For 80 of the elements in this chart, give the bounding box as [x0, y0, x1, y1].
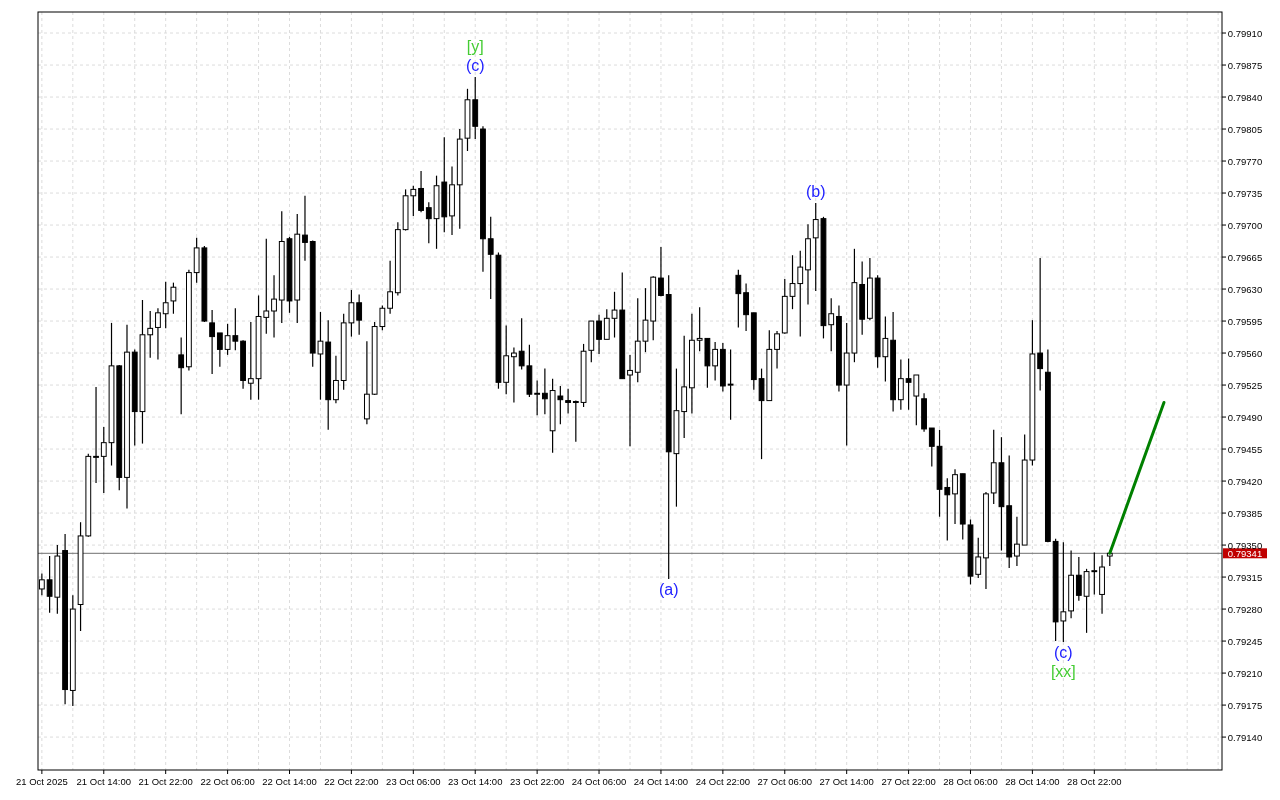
- x-tick-label: 28 Oct 22:00: [1067, 776, 1122, 787]
- annotation: (c): [1054, 643, 1073, 661]
- candlestick: [1014, 516, 1020, 567]
- y-tick-label: 0.79210: [1227, 667, 1263, 679]
- x-tick-label: 27 Oct 14:00: [819, 776, 874, 787]
- y-tick-label: 0.79700: [1227, 219, 1263, 231]
- x-tick-label: 21 Oct 22:00: [138, 776, 193, 787]
- y-tick-label: 0.79140: [1227, 731, 1263, 743]
- x-tick-label: 24 Oct 06:00: [571, 776, 627, 787]
- candlestick: [727, 348, 734, 421]
- candlestick: [952, 468, 958, 525]
- y-tick-label: 0.79175: [1227, 699, 1263, 711]
- candlestick: [302, 195, 308, 262]
- candlestick: [596, 314, 602, 355]
- candlestick: [170, 282, 177, 315]
- candlestick: [774, 330, 780, 370]
- candlestick: [541, 368, 548, 415]
- candlestick: [209, 309, 216, 375]
- candlestick: [627, 354, 633, 447]
- x-tick-label: 22 Oct 14:00: [262, 776, 317, 787]
- x-tick-label: 27 Oct 22:00: [881, 776, 936, 787]
- y-tick-label: 0.79315: [1227, 571, 1263, 583]
- y-tick-label: 0.79735: [1227, 187, 1263, 199]
- candlestick: [511, 346, 517, 404]
- x-tick-label: 28 Oct 14:00: [1005, 776, 1060, 787]
- candlestick: [658, 246, 664, 297]
- candlestick: [93, 386, 99, 484]
- annotation: (b): [805, 183, 826, 201]
- candlestick: [743, 282, 749, 332]
- y-tick-label: 0.79595: [1227, 315, 1263, 327]
- candlestick: [418, 170, 424, 213]
- x-tick-label: 22 Oct 22:00: [324, 776, 379, 787]
- y-tick-label: 0.79805: [1227, 123, 1263, 135]
- x-tick-label: 21 Oct 2025: [15, 776, 68, 787]
- y-tick-label: 0.79910: [1227, 27, 1263, 39]
- x-tick-label: 23 Oct 06:00: [386, 776, 441, 787]
- y-tick-label: 0.79630: [1227, 283, 1263, 295]
- x-tick-label: 28 Oct 06:00: [943, 776, 998, 787]
- y-tick-label: 0.79770: [1227, 155, 1263, 167]
- y-tick-label: 0.79350: [1227, 539, 1263, 551]
- candlestick: [1037, 257, 1044, 392]
- candlestick: [271, 274, 277, 339]
- candlestick: [155, 307, 161, 361]
- candlestick: [356, 293, 363, 336]
- candlestick: [712, 341, 719, 382]
- candlestick: [897, 358, 904, 411]
- candlestick: [162, 281, 169, 329]
- x-tick-label: 22 Oct 06:00: [200, 776, 255, 787]
- y-tick-label: 0.79385: [1227, 507, 1263, 519]
- candlestick: [487, 216, 494, 300]
- y-tick-label: 0.79455: [1227, 443, 1263, 455]
- x-tick-label: 23 Oct 22:00: [509, 776, 565, 787]
- candlestick: [735, 269, 742, 329]
- x-tick-label: 24 Oct 22:00: [695, 776, 751, 787]
- candlestick: [565, 388, 571, 414]
- y-tick-label: 0.79420: [1227, 475, 1263, 487]
- y-tick-label: 0.79280: [1227, 603, 1263, 615]
- y-tick-label: 0.79525: [1227, 379, 1263, 391]
- annotation: (c): [465, 56, 485, 74]
- y-tick-label: 0.79665: [1227, 251, 1263, 263]
- candlestick: [333, 355, 339, 404]
- y-tick-label: 0.79245: [1227, 635, 1263, 647]
- y-tick-label: 0.79840: [1227, 91, 1263, 103]
- y-tick-label: 0.79560: [1227, 347, 1263, 359]
- annotation: (a): [658, 580, 679, 598]
- annotation: [y]: [466, 37, 484, 55]
- candlestick: [1075, 556, 1082, 602]
- y-tick-label: 0.79875: [1227, 59, 1263, 71]
- candlestick: [178, 336, 185, 415]
- candlestick: [387, 260, 393, 315]
- annotation: [xx]: [1050, 662, 1076, 680]
- x-tick-label: 27 Oct 06:00: [757, 776, 812, 787]
- candlestick: [216, 332, 223, 368]
- candlestick: [534, 379, 541, 416]
- x-tick-label: 23 Oct 14:00: [448, 776, 503, 787]
- x-tick-label: 24 Oct 14:00: [633, 776, 689, 787]
- candlestick: [572, 400, 579, 443]
- x-tick-label: 21 Oct 14:00: [76, 776, 131, 787]
- y-tick-label: 0.79490: [1227, 411, 1263, 423]
- candlestick: [247, 321, 254, 401]
